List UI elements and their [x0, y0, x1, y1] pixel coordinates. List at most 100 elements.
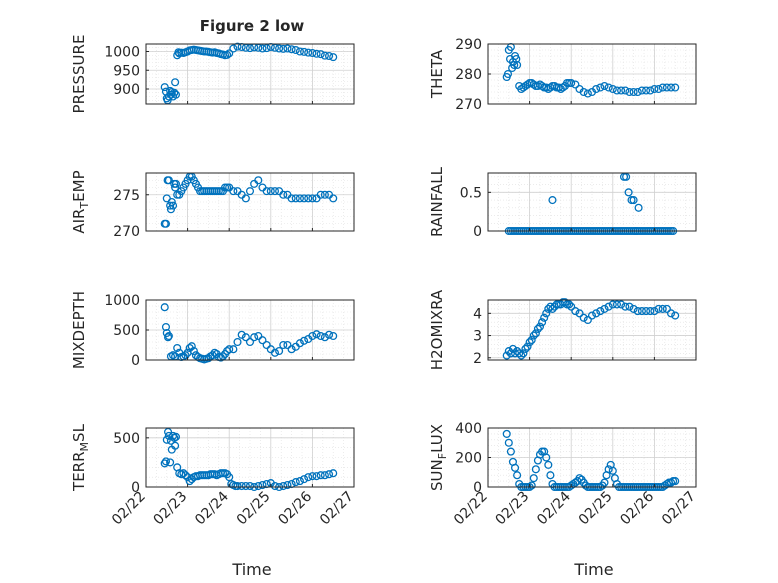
data-point — [160, 83, 169, 92]
data-point — [529, 331, 538, 340]
y-tick-label: 1000 — [104, 45, 140, 61]
x-tick-label: 02/26 — [617, 488, 657, 528]
data-point — [513, 471, 522, 480]
data-point — [320, 471, 329, 480]
data-point — [621, 302, 630, 311]
data-point — [571, 80, 580, 89]
data-point — [527, 481, 536, 490]
data-point — [320, 333, 329, 342]
data-point — [608, 300, 617, 309]
subplot-3: 270 275 AIRTEMP — [70, 170, 355, 240]
data-point — [287, 345, 296, 354]
data-point — [316, 50, 325, 59]
data-point — [233, 481, 242, 491]
data-point — [571, 307, 580, 316]
data-point — [544, 460, 553, 469]
data-point — [658, 83, 667, 92]
data-point — [666, 478, 676, 487]
data-point — [245, 187, 255, 196]
data-point — [262, 340, 271, 350]
data-point — [654, 304, 663, 313]
data-point — [506, 447, 515, 456]
data-point — [308, 472, 317, 481]
data-point — [634, 203, 643, 212]
data-point — [662, 304, 671, 313]
data-point — [567, 78, 576, 88]
y-tick-label: 270 — [455, 97, 482, 113]
data-point — [173, 343, 182, 353]
data-point — [161, 322, 171, 332]
y-tick-label: 950 — [113, 63, 140, 79]
y-tick-label: 500 — [113, 431, 140, 447]
data-point — [531, 465, 540, 474]
y-axis-label: TERRMSL — [70, 423, 91, 492]
data-point — [245, 44, 255, 53]
x-tick-label: 02/24 — [192, 488, 232, 528]
y-tick-label: 4 — [473, 306, 482, 322]
data-point — [170, 88, 179, 97]
data-point — [291, 478, 300, 487]
data-point — [508, 344, 518, 353]
data-point — [548, 304, 557, 313]
y-axis-label: RAINFALL — [428, 166, 446, 237]
data-point — [642, 307, 651, 316]
axes-box — [145, 427, 355, 488]
data-point — [166, 458, 175, 467]
data-point — [287, 479, 296, 489]
data-point — [171, 90, 181, 99]
data-point — [612, 300, 622, 309]
data-point — [502, 429, 511, 438]
data-point — [654, 84, 663, 94]
data-point — [560, 298, 570, 307]
data-point — [329, 53, 338, 62]
data-point — [629, 87, 638, 97]
data-point — [579, 87, 588, 97]
data-point — [625, 87, 634, 97]
data-point — [254, 176, 263, 185]
data-point — [245, 337, 255, 347]
data-point — [538, 318, 547, 327]
data-point — [513, 60, 522, 70]
data-point — [270, 481, 280, 491]
data-point — [637, 307, 646, 316]
subplot-grid: 900 950 1000 PRESSURE 270 280 290 THETA 270 275 AI… — [70, 35, 699, 529]
x-tick-label: 02/23 — [151, 489, 191, 529]
data-point — [164, 331, 173, 341]
data-point — [223, 50, 232, 59]
data-point — [600, 304, 609, 313]
data-point — [565, 300, 574, 309]
data-point — [262, 187, 271, 196]
data-point — [502, 351, 511, 360]
data-point — [258, 336, 267, 345]
x-tick-label: 02/27 — [317, 489, 357, 529]
data-point — [300, 47, 309, 56]
data-point — [295, 477, 304, 486]
data-point — [283, 340, 292, 350]
data-point — [287, 45, 296, 54]
data-point — [542, 309, 551, 318]
y-tick-label: 400 — [455, 421, 482, 437]
data-point — [600, 81, 609, 91]
data-point — [629, 196, 638, 205]
data-point — [163, 333, 173, 342]
data-point — [621, 86, 630, 95]
data-point — [329, 331, 338, 341]
data-point — [320, 190, 329, 199]
data-point — [637, 86, 646, 95]
data-point — [181, 471, 190, 480]
data-point — [295, 47, 304, 56]
axes-box — [145, 43, 355, 105]
data-point — [229, 187, 238, 196]
data-point — [525, 338, 534, 347]
data-point — [531, 329, 540, 338]
data-point — [650, 84, 659, 94]
data-point — [316, 190, 325, 199]
data-point — [171, 183, 180, 192]
data-point — [633, 87, 642, 97]
data-point — [666, 309, 676, 318]
data-point — [617, 86, 626, 95]
data-point — [270, 187, 280, 196]
data-point — [237, 481, 246, 491]
data-point — [512, 54, 521, 64]
data-point — [538, 81, 547, 91]
